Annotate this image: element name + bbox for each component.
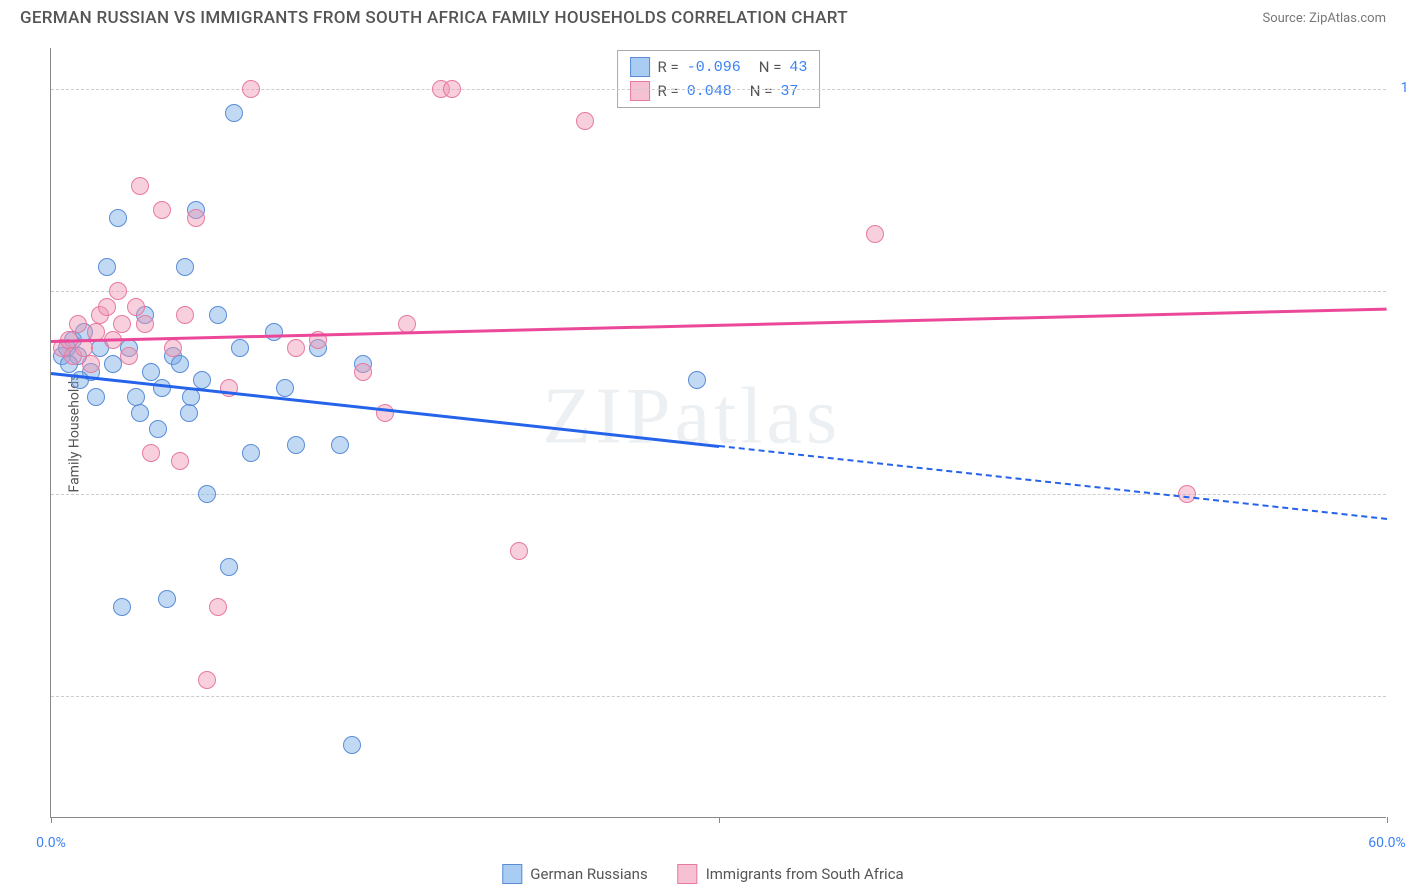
scatter-point	[69, 315, 87, 333]
scatter-point	[127, 298, 145, 316]
legend-n-label: N =	[759, 58, 782, 76]
scatter-point	[287, 339, 305, 357]
scatter-point	[82, 355, 100, 373]
series-legend-label: German Russians	[530, 865, 647, 883]
trend-line-extrapolated	[719, 445, 1387, 520]
scatter-point	[220, 558, 238, 576]
scatter-point	[231, 339, 249, 357]
legend-r-label: R =	[658, 82, 679, 100]
legend-swatch	[502, 864, 522, 884]
scatter-point	[171, 452, 189, 470]
x-tick	[719, 817, 720, 823]
legend-swatch	[630, 57, 650, 77]
scatter-point	[176, 258, 194, 276]
scatter-point	[510, 542, 528, 560]
scatter-point	[198, 671, 216, 689]
scatter-point	[87, 388, 105, 406]
series-legend-item: Immigrants from South Africa	[678, 864, 904, 884]
trend-line	[51, 372, 719, 448]
series-legend-label: Immigrants from South Africa	[706, 865, 904, 883]
series-legend: German Russians Immigrants from South Afr…	[502, 864, 903, 884]
legend-r-label: R =	[658, 58, 679, 76]
scatter-point	[113, 598, 131, 616]
legend-row: R = -0.096 N = 43	[630, 55, 808, 79]
legend-row: R = 0.048 N = 37	[630, 79, 808, 103]
scatter-point	[153, 201, 171, 219]
scatter-point	[149, 420, 167, 438]
legend-swatch	[678, 864, 698, 884]
legend-n-value: 37	[780, 83, 798, 100]
y-tick-label: 50.0%	[1391, 485, 1406, 501]
scatter-point	[120, 347, 138, 365]
series-legend-item: German Russians	[502, 864, 647, 884]
scatter-point	[688, 371, 706, 389]
scatter-point	[153, 379, 171, 397]
scatter-point	[1178, 485, 1196, 503]
scatter-point	[276, 379, 294, 397]
scatter-point	[866, 225, 884, 243]
scatter-point	[287, 436, 305, 454]
scatter-point	[354, 363, 372, 381]
scatter-point	[142, 363, 160, 381]
scatter-point	[142, 444, 160, 462]
scatter-point	[171, 355, 189, 373]
scatter-point	[176, 306, 194, 324]
scatter-point	[331, 436, 349, 454]
scatter-point	[242, 444, 260, 462]
scatter-point	[242, 80, 260, 98]
x-tick-label: 0.0%	[36, 835, 66, 851]
scatter-point	[187, 209, 205, 227]
scatter-point	[198, 485, 216, 503]
scatter-point	[113, 315, 131, 333]
trend-line	[51, 307, 1387, 342]
legend-n-value: 43	[789, 59, 807, 76]
gridline	[51, 696, 1386, 697]
source-label: Source: ZipAtlas.com	[1262, 11, 1386, 26]
scatter-point	[109, 282, 127, 300]
legend-swatch	[630, 81, 650, 101]
scatter-point	[98, 298, 116, 316]
y-axis-title: Family Households	[66, 373, 82, 492]
legend-n-label: N =	[750, 82, 773, 100]
scatter-point	[109, 209, 127, 227]
scatter-point	[180, 404, 198, 422]
x-tick	[1387, 817, 1388, 823]
scatter-point	[98, 258, 116, 276]
scatter-point	[158, 590, 176, 608]
chart-title: GERMAN RUSSIAN VS IMMIGRANTS FROM SOUTH …	[20, 8, 848, 28]
scatter-point	[127, 388, 145, 406]
scatter-point	[193, 371, 211, 389]
scatter-point	[164, 339, 182, 357]
y-tick-label: 25.0%	[1391, 687, 1406, 703]
scatter-point	[136, 315, 154, 333]
scatter-point	[209, 306, 227, 324]
scatter-point	[576, 112, 594, 130]
gridline	[51, 291, 1386, 292]
scatter-point	[376, 404, 394, 422]
scatter-point	[225, 104, 243, 122]
legend-r-value: 0.048	[687, 83, 732, 100]
scatter-point	[343, 736, 361, 754]
legend-r-value: -0.096	[687, 59, 741, 76]
chart-plot-area: Family Households ZIPatlas R =-0.096N =4…	[50, 48, 1386, 818]
scatter-point	[398, 315, 416, 333]
correlation-legend: R = -0.096 N = 43 R = 0.048 N = 37	[617, 50, 821, 108]
y-tick-label: 75.0%	[1391, 282, 1406, 298]
x-tick-label: 60.0%	[1368, 835, 1406, 851]
scatter-point	[443, 80, 461, 98]
x-tick	[51, 817, 52, 823]
scatter-point	[131, 404, 149, 422]
y-tick-label: 100.0%	[1391, 80, 1406, 96]
scatter-point	[265, 323, 283, 341]
scatter-point	[209, 598, 227, 616]
scatter-point	[131, 177, 149, 195]
